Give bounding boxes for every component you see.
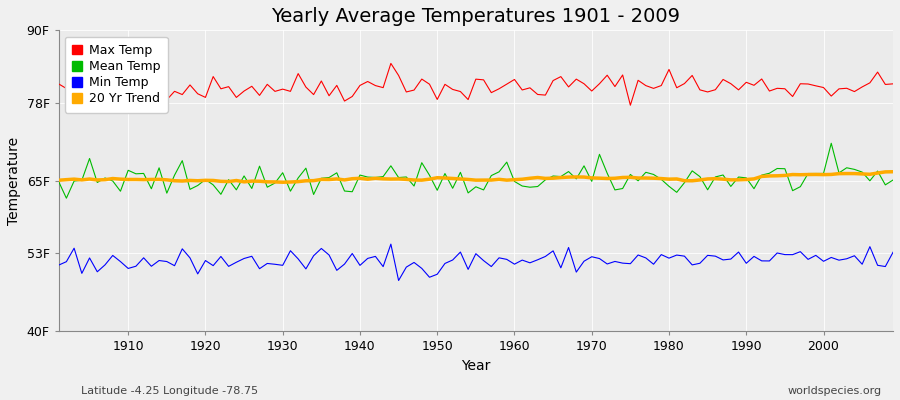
Y-axis label: Temperature: Temperature: [7, 137, 21, 225]
X-axis label: Year: Year: [461, 359, 491, 373]
Legend: Max Temp, Mean Temp, Min Temp, 20 Yr Trend: Max Temp, Mean Temp, Min Temp, 20 Yr Tre…: [65, 36, 167, 113]
Title: Yearly Average Temperatures 1901 - 2009: Yearly Average Temperatures 1901 - 2009: [272, 7, 680, 26]
Text: worldspecies.org: worldspecies.org: [788, 386, 882, 396]
Text: Latitude -4.25 Longitude -78.75: Latitude -4.25 Longitude -78.75: [81, 386, 258, 396]
